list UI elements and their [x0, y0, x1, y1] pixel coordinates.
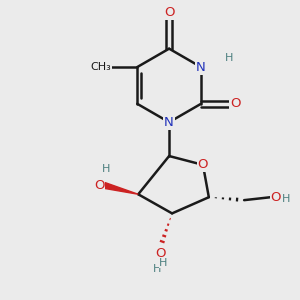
Text: H: H — [224, 53, 233, 63]
Polygon shape — [104, 183, 138, 194]
Text: O: O — [94, 179, 104, 192]
Text: O: O — [230, 97, 241, 110]
Text: O: O — [155, 247, 166, 260]
Text: H: H — [153, 264, 161, 274]
Text: O: O — [164, 6, 174, 19]
Text: H: H — [102, 164, 110, 174]
Text: H: H — [282, 194, 291, 204]
Text: O: O — [198, 158, 208, 171]
Text: N: N — [196, 61, 206, 74]
Text: CH₃: CH₃ — [90, 62, 111, 72]
Text: O: O — [271, 191, 281, 204]
Text: H: H — [159, 257, 167, 268]
Text: N: N — [164, 116, 174, 129]
